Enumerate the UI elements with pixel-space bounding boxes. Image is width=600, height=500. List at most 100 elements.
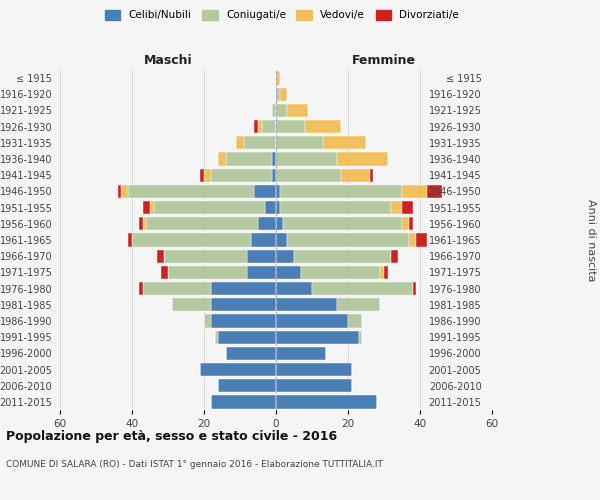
Bar	[211, 282, 276, 295]
Bar	[211, 298, 276, 312]
Bar	[276, 363, 352, 376]
Bar	[143, 201, 150, 214]
Bar	[409, 217, 413, 230]
Bar	[157, 250, 164, 263]
Bar	[146, 217, 258, 230]
Bar	[258, 120, 262, 134]
Bar	[143, 217, 146, 230]
Bar	[312, 282, 413, 295]
Bar	[211, 314, 276, 328]
Bar	[150, 201, 154, 214]
Bar	[280, 88, 287, 101]
Bar	[370, 168, 373, 182]
Bar	[272, 104, 276, 117]
Bar	[276, 234, 287, 246]
Text: Maschi: Maschi	[143, 54, 193, 67]
Bar	[218, 379, 276, 392]
Bar	[413, 282, 416, 295]
Bar	[287, 104, 308, 117]
Bar	[276, 314, 348, 328]
Bar	[143, 282, 211, 295]
Bar	[276, 217, 283, 230]
Bar	[427, 185, 442, 198]
Bar	[337, 298, 380, 312]
Bar	[161, 266, 168, 279]
Bar	[280, 185, 402, 198]
Bar	[276, 104, 287, 117]
Bar	[121, 185, 128, 198]
Bar	[172, 298, 211, 312]
Bar	[226, 152, 272, 166]
Bar	[139, 282, 143, 295]
Bar	[276, 250, 294, 263]
Bar	[276, 168, 341, 182]
Bar	[218, 330, 276, 344]
Bar	[416, 234, 427, 246]
Bar	[337, 152, 388, 166]
Bar	[211, 396, 276, 408]
Bar	[254, 185, 276, 198]
Bar	[276, 282, 312, 295]
Text: Anni di nascita: Anni di nascita	[586, 198, 596, 281]
Bar	[276, 120, 305, 134]
Bar	[258, 217, 276, 230]
Bar	[359, 330, 362, 344]
Bar	[128, 234, 132, 246]
Bar	[384, 266, 388, 279]
Bar	[211, 168, 272, 182]
Bar	[323, 136, 366, 149]
Bar	[247, 250, 276, 263]
Bar	[380, 266, 384, 279]
Bar	[348, 314, 362, 328]
Bar	[341, 168, 370, 182]
Bar	[244, 136, 276, 149]
Bar	[218, 152, 226, 166]
Bar	[118, 185, 121, 198]
Bar	[200, 363, 276, 376]
Bar	[276, 266, 301, 279]
Bar	[402, 185, 427, 198]
Bar	[200, 168, 204, 182]
Bar	[305, 120, 341, 134]
Bar	[139, 217, 143, 230]
Bar	[391, 250, 398, 263]
Bar	[391, 201, 402, 214]
Text: COMUNE DI SALARA (RO) - Dati ISTAT 1° gennaio 2016 - Elaborazione TUTTITALIA.IT: COMUNE DI SALARA (RO) - Dati ISTAT 1° ge…	[6, 460, 383, 469]
Text: Popolazione per età, sesso e stato civile - 2016: Popolazione per età, sesso e stato civil…	[6, 430, 337, 443]
Bar	[294, 250, 391, 263]
Bar	[283, 217, 402, 230]
Bar	[276, 298, 337, 312]
Bar	[215, 330, 218, 344]
Bar	[236, 136, 244, 149]
Bar	[272, 152, 276, 166]
Bar	[204, 314, 211, 328]
Bar	[276, 330, 359, 344]
Bar	[154, 201, 265, 214]
Bar	[276, 379, 352, 392]
Bar	[402, 201, 413, 214]
Bar	[409, 234, 416, 246]
Bar	[276, 396, 377, 408]
Bar	[265, 201, 276, 214]
Bar	[301, 266, 380, 279]
Bar	[276, 88, 280, 101]
Bar	[132, 234, 251, 246]
Bar	[272, 168, 276, 182]
Bar	[226, 346, 276, 360]
Bar	[276, 136, 323, 149]
Bar	[276, 201, 280, 214]
Bar	[276, 185, 280, 198]
Bar	[280, 201, 391, 214]
Bar	[247, 266, 276, 279]
Bar	[128, 185, 254, 198]
Bar	[276, 152, 337, 166]
Bar	[164, 250, 247, 263]
Bar	[287, 234, 409, 246]
Bar	[402, 217, 409, 230]
Bar	[251, 234, 276, 246]
Bar	[254, 120, 258, 134]
Bar	[168, 266, 247, 279]
Legend: Celibi/Nubili, Coniugati/e, Vedovi/e, Divorziati/e: Celibi/Nubili, Coniugati/e, Vedovi/e, Di…	[105, 10, 459, 20]
Bar	[204, 168, 211, 182]
Bar	[276, 72, 280, 85]
